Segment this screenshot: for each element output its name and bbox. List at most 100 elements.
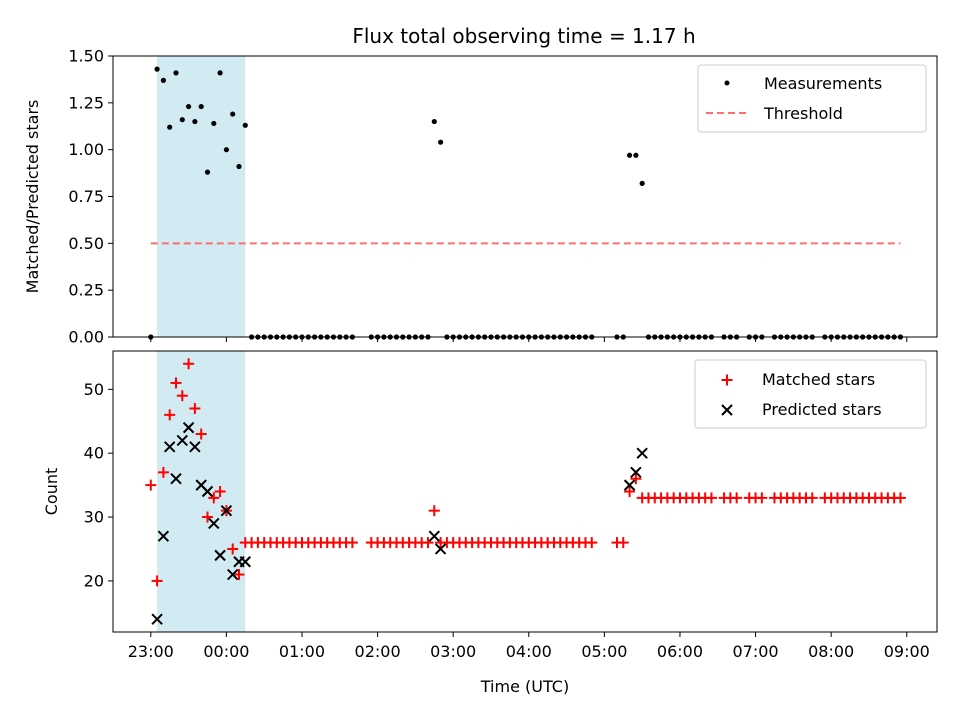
x-tick-label: 08:00 [808, 642, 854, 661]
matched-star-point [233, 569, 245, 581]
matched-star-point [428, 505, 440, 517]
y-tick-label: 0.25 [68, 281, 104, 300]
measurement-point [211, 120, 217, 127]
predicted-star-point [170, 473, 182, 485]
matched-star-point [214, 486, 226, 497]
matched-star-point [151, 575, 163, 587]
measurement-point [185, 103, 192, 110]
legend-measurements-marker [724, 80, 730, 86]
matched-star-point [183, 358, 195, 370]
y-tick-label: 20 [84, 571, 104, 590]
y-tick-label: 1.25 [68, 93, 104, 112]
matched-star-point [227, 543, 239, 555]
cross-stroke [623, 479, 636, 491]
matched-star-point [422, 537, 434, 549]
x-tick-label: 00:00 [203, 642, 249, 661]
measurement-point [198, 103, 204, 110]
matched-star-point [170, 377, 182, 389]
cross-stroke [182, 421, 195, 434]
cross-stroke [176, 434, 189, 447]
y-tick-label: 0.75 [68, 187, 104, 206]
predicted-star-point [434, 543, 447, 555]
predicted-star-point [163, 441, 176, 453]
measurement-point [179, 117, 185, 123]
cross-stroke [195, 479, 207, 491]
predicted-star-point [201, 485, 214, 498]
matched-star-point [145, 479, 157, 491]
legend-threshold-label: Threshold [763, 104, 843, 123]
measurement-point [217, 70, 223, 76]
predicted-star-point [176, 434, 189, 447]
measurement-point [223, 147, 229, 153]
bottom-axes-frame [112, 350, 938, 633]
x-tick-label: 23:00 [128, 642, 174, 661]
matched-star-point [208, 492, 220, 504]
matched-star-point [630, 473, 642, 485]
y-tick-label: 50 [84, 380, 104, 399]
bottom-legend-box [694, 359, 927, 429]
top-panel: 0.00 0.25 0.50 0.75 1.00 1.25 1.50 Matched/Pre… [23, 47, 938, 347]
predicted-star-point [189, 441, 201, 453]
predicted-star-point [623, 479, 636, 491]
x-tick-label: 04:00 [506, 642, 552, 661]
top-legend-box [697, 64, 927, 133]
cross-stroke [189, 441, 201, 453]
matched-star-point [586, 537, 598, 549]
predicted-star-point [157, 530, 170, 542]
x-tick-label: 03:00 [430, 642, 476, 661]
legend-predicted-label: Predicted stars [762, 400, 882, 419]
matched-star-point [624, 486, 636, 497]
legend-predicted-marker [721, 404, 733, 416]
cross-stroke [630, 466, 642, 479]
legend-cross [721, 404, 733, 416]
predicted-star-point [636, 447, 648, 459]
bottom-plot-marks [145, 358, 906, 625]
legend-plus [721, 374, 733, 386]
matched-star-point [195, 428, 207, 440]
predicted-star-point [182, 421, 195, 434]
bottom-y-ticks: 20 30 40 50 [84, 380, 113, 590]
bottom-y-axis-label: Count [42, 468, 61, 516]
predicted-star-point [208, 517, 220, 530]
predicted-star-point [630, 466, 642, 479]
y-tick-label: 0.50 [68, 234, 104, 253]
matched-star-point [157, 466, 169, 478]
chart-title: Flux total observing time = 1.17 h [352, 24, 695, 48]
cross-stroke [220, 504, 233, 517]
y-tick-label: 30 [84, 508, 104, 527]
matched-star-point [894, 492, 906, 504]
cross-stroke [721, 404, 733, 416]
predicted-star-point [151, 613, 163, 625]
bottom-legend: Matched stars Predicted stars [694, 359, 927, 429]
cross-stroke [163, 441, 176, 453]
matched-star-point [806, 492, 818, 504]
legend-matched-label: Matched stars [762, 370, 875, 389]
measurement-point [639, 180, 645, 186]
measurement-point [192, 118, 198, 125]
matched-star-point [189, 402, 201, 414]
y-tick-label: 0.00 [68, 328, 104, 347]
measurement-point [160, 77, 166, 83]
cross-stroke [214, 549, 226, 562]
matched-star-point [346, 537, 358, 549]
measurement-point [431, 118, 437, 125]
measurement-point [236, 163, 242, 170]
matched-star-point [201, 511, 213, 523]
x-tick-label: 01:00 [279, 642, 325, 661]
y-tick-label: 40 [84, 444, 104, 463]
predicted-star-point [239, 556, 252, 568]
measurement-point [230, 111, 236, 117]
measurement-point [204, 169, 211, 175]
matched-star-point [164, 409, 176, 421]
legend-measurements-label: Measurements [764, 74, 882, 93]
cross-stroke [434, 543, 447, 555]
predicted-star-point [428, 530, 440, 542]
x-tick-label: 09:00 [884, 642, 930, 661]
matched-star-point [705, 492, 717, 504]
predicted-star-point [220, 504, 233, 517]
x-tick-label: 05:00 [581, 642, 627, 661]
measurement-point [633, 152, 639, 158]
x-tick-label: 06:00 [657, 642, 703, 661]
top-y-axis-label: Matched/Predicted stars [23, 100, 42, 294]
